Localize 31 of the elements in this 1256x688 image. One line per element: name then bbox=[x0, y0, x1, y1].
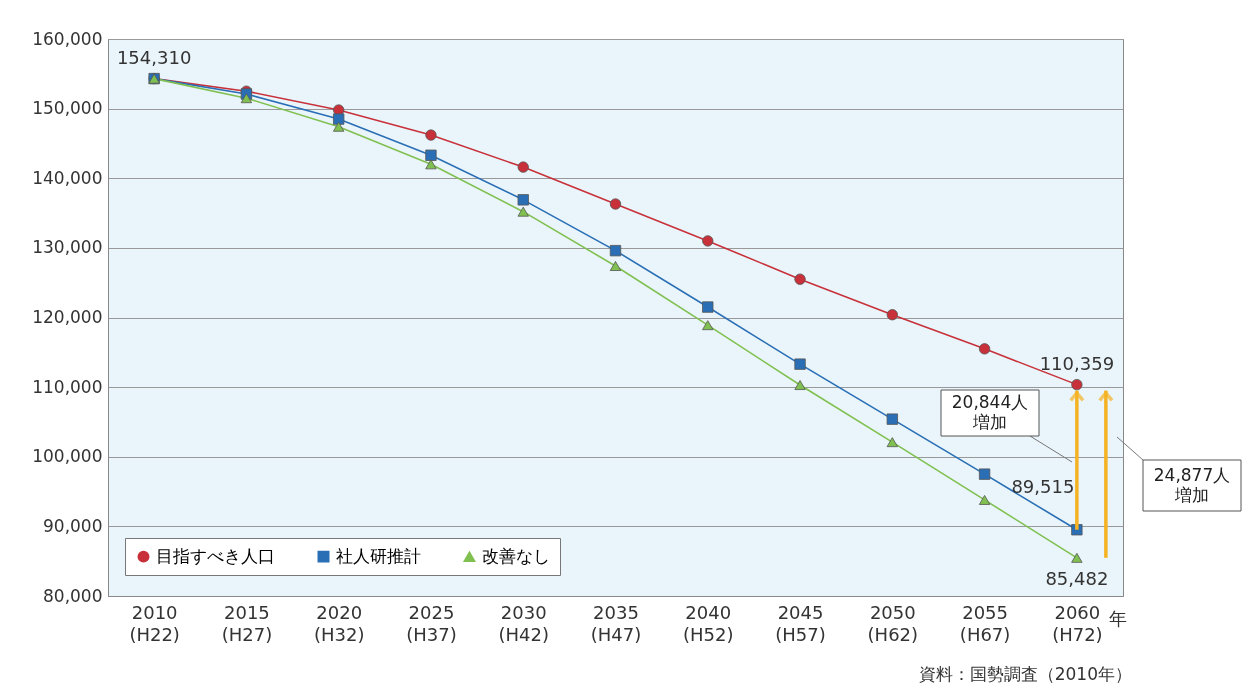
x-tick-label: 2055 (H67) bbox=[959, 601, 1011, 645]
legend-label: 目指すべき人口 bbox=[156, 545, 275, 566]
y-tick-label: 100,000 bbox=[32, 446, 103, 467]
legend-label: 社人研推計 bbox=[336, 545, 421, 566]
x-tick-label: 2030 (H42) bbox=[498, 601, 549, 645]
data-label: 85,482 bbox=[1045, 567, 1109, 589]
x-tick-label: 2040 (H52) bbox=[683, 601, 734, 645]
x-tick-label: 2025 (H37) bbox=[406, 601, 457, 645]
y-tick-label: 110,000 bbox=[32, 376, 103, 397]
text: 資料：国勢調査（2010年） bbox=[918, 664, 1132, 684]
y-tick-label: 160,000 bbox=[32, 28, 103, 49]
y-tick-label: 140,000 bbox=[32, 167, 103, 188]
text: 24,877人増加 bbox=[1153, 464, 1231, 505]
y-tick-label: 90,000 bbox=[43, 515, 103, 536]
x-tick-label: 2015 (H27) bbox=[221, 601, 273, 645]
y-tick-label: 80,000 bbox=[43, 585, 103, 606]
data-label: 89,515 bbox=[1011, 475, 1075, 497]
x-tick-label: 2045 (H57) bbox=[775, 601, 826, 645]
x-tick-label: 2050 (H62) bbox=[867, 601, 919, 645]
x-tick-label: 2020 (H32) bbox=[313, 601, 365, 645]
y-tick-label: 130,000 bbox=[32, 237, 103, 258]
data-label: 154,310 bbox=[116, 46, 192, 68]
annotation: 20,844人増加 bbox=[951, 392, 1029, 432]
x-axis-title: 年 bbox=[1109, 608, 1127, 629]
x-tick-label: 2010 (H22) bbox=[129, 601, 180, 645]
y-tick-label: 150,000 bbox=[32, 98, 103, 119]
x-tick-label: 2035 (H47) bbox=[590, 601, 642, 645]
data-label: 110,359 bbox=[1039, 352, 1115, 374]
legend-label: 改善なし bbox=[482, 545, 550, 566]
y-tick-label: 120,000 bbox=[32, 307, 103, 327]
x-tick-label: 2060 (H72) bbox=[1052, 601, 1103, 645]
